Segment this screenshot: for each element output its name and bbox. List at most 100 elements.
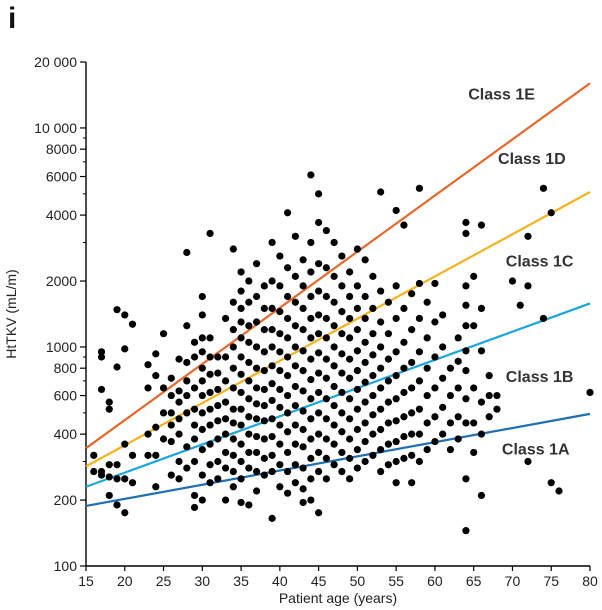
data-point — [307, 171, 315, 179]
data-point — [268, 343, 276, 351]
data-point — [462, 301, 470, 309]
data-point — [252, 400, 261, 408]
data-point — [415, 348, 424, 356]
data-point — [229, 405, 237, 413]
data-point — [214, 417, 222, 425]
data-point — [214, 435, 222, 443]
class-line-class-1c — [85, 191, 591, 468]
data-point — [198, 445, 206, 454]
data-point — [423, 334, 431, 342]
data-point — [446, 445, 455, 454]
data-point — [268, 514, 276, 522]
data-point — [198, 348, 206, 356]
data-point — [361, 358, 369, 367]
data-point — [470, 419, 478, 427]
data-point — [268, 238, 276, 247]
data-point — [206, 229, 214, 237]
data-point — [315, 311, 323, 319]
data-point — [315, 190, 323, 198]
data-point — [392, 437, 400, 446]
data-point — [284, 391, 292, 400]
data-point — [555, 487, 563, 495]
data-point — [353, 304, 361, 312]
data-point — [346, 415, 354, 423]
data-point — [361, 457, 369, 466]
data-point — [369, 330, 377, 338]
data-point — [268, 380, 276, 388]
data-point — [315, 287, 323, 295]
data-point — [516, 301, 524, 309]
data-point — [470, 448, 478, 457]
data-point — [431, 384, 439, 392]
data-point — [392, 417, 400, 425]
data-point — [284, 314, 292, 323]
data-point — [493, 391, 501, 400]
y-tick-label: 600 — [54, 388, 78, 404]
data-point — [113, 501, 121, 509]
data-point — [144, 384, 152, 392]
data-point — [508, 277, 517, 285]
data-point — [446, 391, 455, 400]
data-point — [299, 387, 307, 395]
data-point — [252, 487, 261, 495]
data-point — [462, 347, 470, 355]
class-label-class-1c: Class 1C — [506, 254, 574, 271]
data-point — [539, 184, 548, 192]
data-point — [384, 419, 392, 427]
data-point — [307, 415, 315, 423]
data-point — [206, 405, 214, 413]
data-point — [260, 471, 268, 479]
data-point — [315, 349, 323, 357]
data-point — [338, 428, 346, 436]
data-point — [214, 353, 222, 361]
data-point — [229, 343, 237, 351]
data-point — [198, 391, 206, 400]
data-point — [315, 430, 323, 438]
data-point — [229, 435, 237, 443]
data-point — [346, 374, 354, 382]
data-point — [260, 367, 268, 375]
data-point — [268, 432, 276, 441]
data-point — [322, 334, 330, 342]
data-point — [291, 440, 299, 448]
data-point — [284, 448, 292, 457]
x-tick-label: 40 — [272, 573, 288, 589]
data-point — [175, 355, 183, 363]
data-point — [291, 362, 299, 370]
data-point — [322, 415, 330, 423]
data-point — [307, 355, 315, 363]
data-point — [252, 448, 261, 457]
data-point — [276, 440, 284, 448]
x-tick-label: 70 — [505, 573, 521, 589]
data-point — [338, 409, 346, 417]
data-point — [284, 409, 292, 417]
data-point — [392, 314, 400, 323]
data-point — [291, 298, 299, 306]
data-point — [439, 374, 447, 382]
x-axis-title: Patient age (years) — [279, 590, 397, 606]
data-point — [245, 464, 253, 472]
data-point — [338, 448, 346, 457]
data-point — [462, 367, 470, 375]
data-point — [237, 370, 245, 378]
class-label-class-1b: Class 1B — [506, 369, 574, 386]
data-point — [252, 415, 261, 423]
data-point — [322, 314, 330, 323]
data-point — [315, 409, 323, 417]
data-point — [206, 479, 214, 487]
data-point — [353, 282, 361, 290]
data-point — [121, 475, 129, 483]
data-point — [175, 415, 183, 423]
data-point — [346, 435, 354, 443]
data-point — [462, 218, 470, 227]
data-point — [190, 384, 199, 392]
data-point — [113, 475, 121, 483]
data-point — [260, 326, 268, 334]
data-point — [221, 496, 230, 504]
data-point — [276, 348, 284, 356]
data-point — [284, 264, 292, 272]
data-point — [315, 330, 323, 338]
data-point — [338, 350, 346, 358]
data-point — [454, 384, 462, 392]
data-point — [369, 411, 377, 419]
